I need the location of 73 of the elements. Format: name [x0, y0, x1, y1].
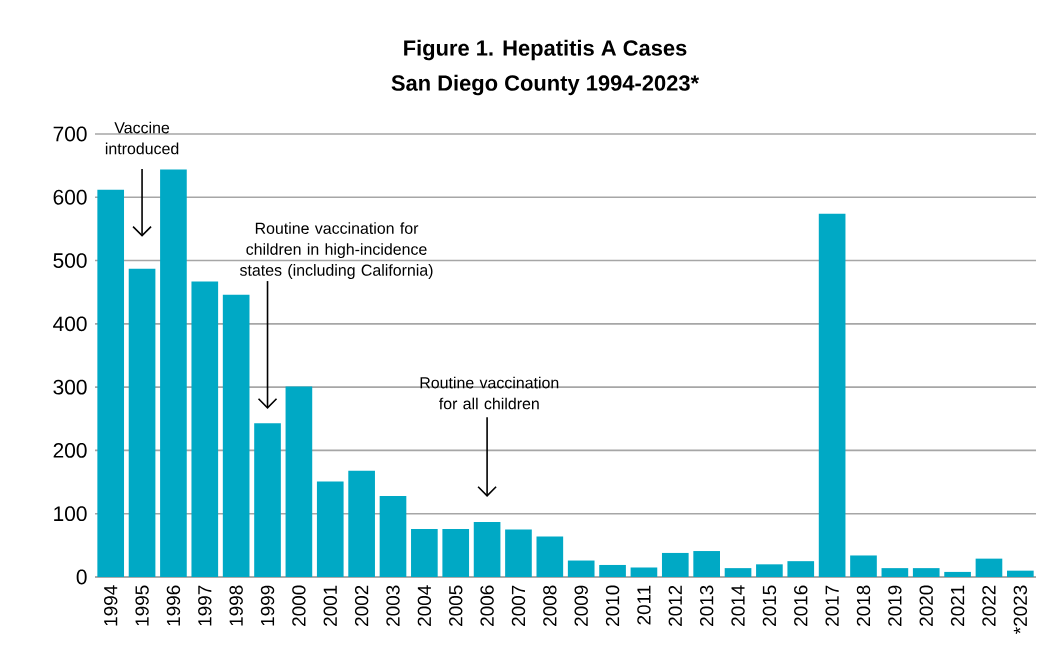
bar [661, 552, 689, 577]
x-tick-label: 2015 [762, 585, 777, 626]
bar [285, 386, 313, 577]
x-tick-label: 2012 [668, 585, 682, 626]
x-tick-label: 2014 [731, 585, 745, 626]
bar [379, 495, 407, 577]
x-tick-label: 2005 [449, 585, 463, 626]
x-tick-label: 2007 [511, 585, 526, 626]
x-tick-label: 1999 [260, 585, 275, 626]
x-tick-label: 2006 [480, 585, 494, 626]
x-tick-label: 2000 [292, 585, 306, 626]
x-tick-label: 2002 [354, 585, 369, 626]
x-tick-label: 2017 [825, 585, 839, 626]
annotation: Routine vaccination for all children [420, 376, 559, 410]
x-tick-label: 1994 [103, 585, 118, 626]
annotation: Routine vaccination for children in high-incidence states (including California) [239, 222, 433, 279]
x-tick-label: *2023 [1013, 585, 1028, 634]
bar [975, 558, 1003, 577]
y-tick-label: 400 [53, 316, 87, 332]
bar [881, 568, 909, 577]
x-tick-label: 2018 [856, 585, 871, 626]
bar [473, 521, 501, 577]
chart-title: Figure 1. Hepatitis A Cases [404, 39, 687, 61]
bar [128, 268, 156, 577]
y-tick-label: 700 [53, 126, 87, 142]
bar [630, 567, 658, 577]
chart-subtitle: San Diego County 1994-2023* [391, 74, 700, 96]
bar [442, 528, 470, 577]
x-tick-label: 2009 [574, 585, 588, 626]
x-tick-label: 2013 [699, 585, 714, 626]
x-tick-label: 2019 [888, 585, 902, 626]
bar [348, 470, 375, 577]
x-tick-label: 2010 [605, 585, 620, 626]
bar [254, 423, 281, 577]
x-tick-label: 2008 [543, 585, 557, 626]
bar [850, 555, 877, 577]
y-tick-label: 200 [53, 443, 87, 458]
x-tick-label: 2016 [794, 585, 808, 626]
bar [160, 169, 187, 577]
x-tick-label: 2003 [386, 585, 400, 626]
bar [567, 560, 595, 577]
bar [912, 568, 940, 577]
bar [536, 536, 564, 577]
bar [756, 564, 783, 577]
x-tick-label: 2004 [417, 585, 432, 626]
bar [222, 294, 250, 577]
x-tick-label: 2020 [919, 585, 933, 626]
bar [191, 281, 219, 577]
y-tick-label: 500 [53, 253, 87, 268]
bar [944, 571, 971, 577]
bar [787, 561, 815, 577]
y-tick-label: 0 [76, 569, 87, 585]
x-tick-label: 2021 [950, 585, 965, 626]
bar [97, 189, 125, 577]
x-tick-label: 1995 [135, 585, 149, 626]
bar [411, 528, 438, 577]
x-tick-label: 1996 [166, 585, 181, 626]
bar [599, 564, 626, 577]
x-tick-label: 1998 [229, 585, 243, 626]
x-tick-label: 2001 [323, 585, 337, 626]
y-tick-label: 100 [54, 506, 87, 522]
x-tick-label: 2011 [637, 585, 651, 625]
bar [818, 213, 846, 577]
bar [505, 529, 532, 577]
annotation: Vaccine introduced [105, 121, 179, 155]
bar [693, 551, 720, 577]
bar [724, 568, 752, 577]
bar [316, 481, 344, 577]
y-tick-label: 600 [53, 189, 87, 205]
x-tick-label: 1997 [198, 585, 212, 626]
y-tick-label: 300 [53, 379, 87, 395]
x-tick-label: 2022 [982, 585, 996, 626]
bar [1007, 570, 1034, 577]
